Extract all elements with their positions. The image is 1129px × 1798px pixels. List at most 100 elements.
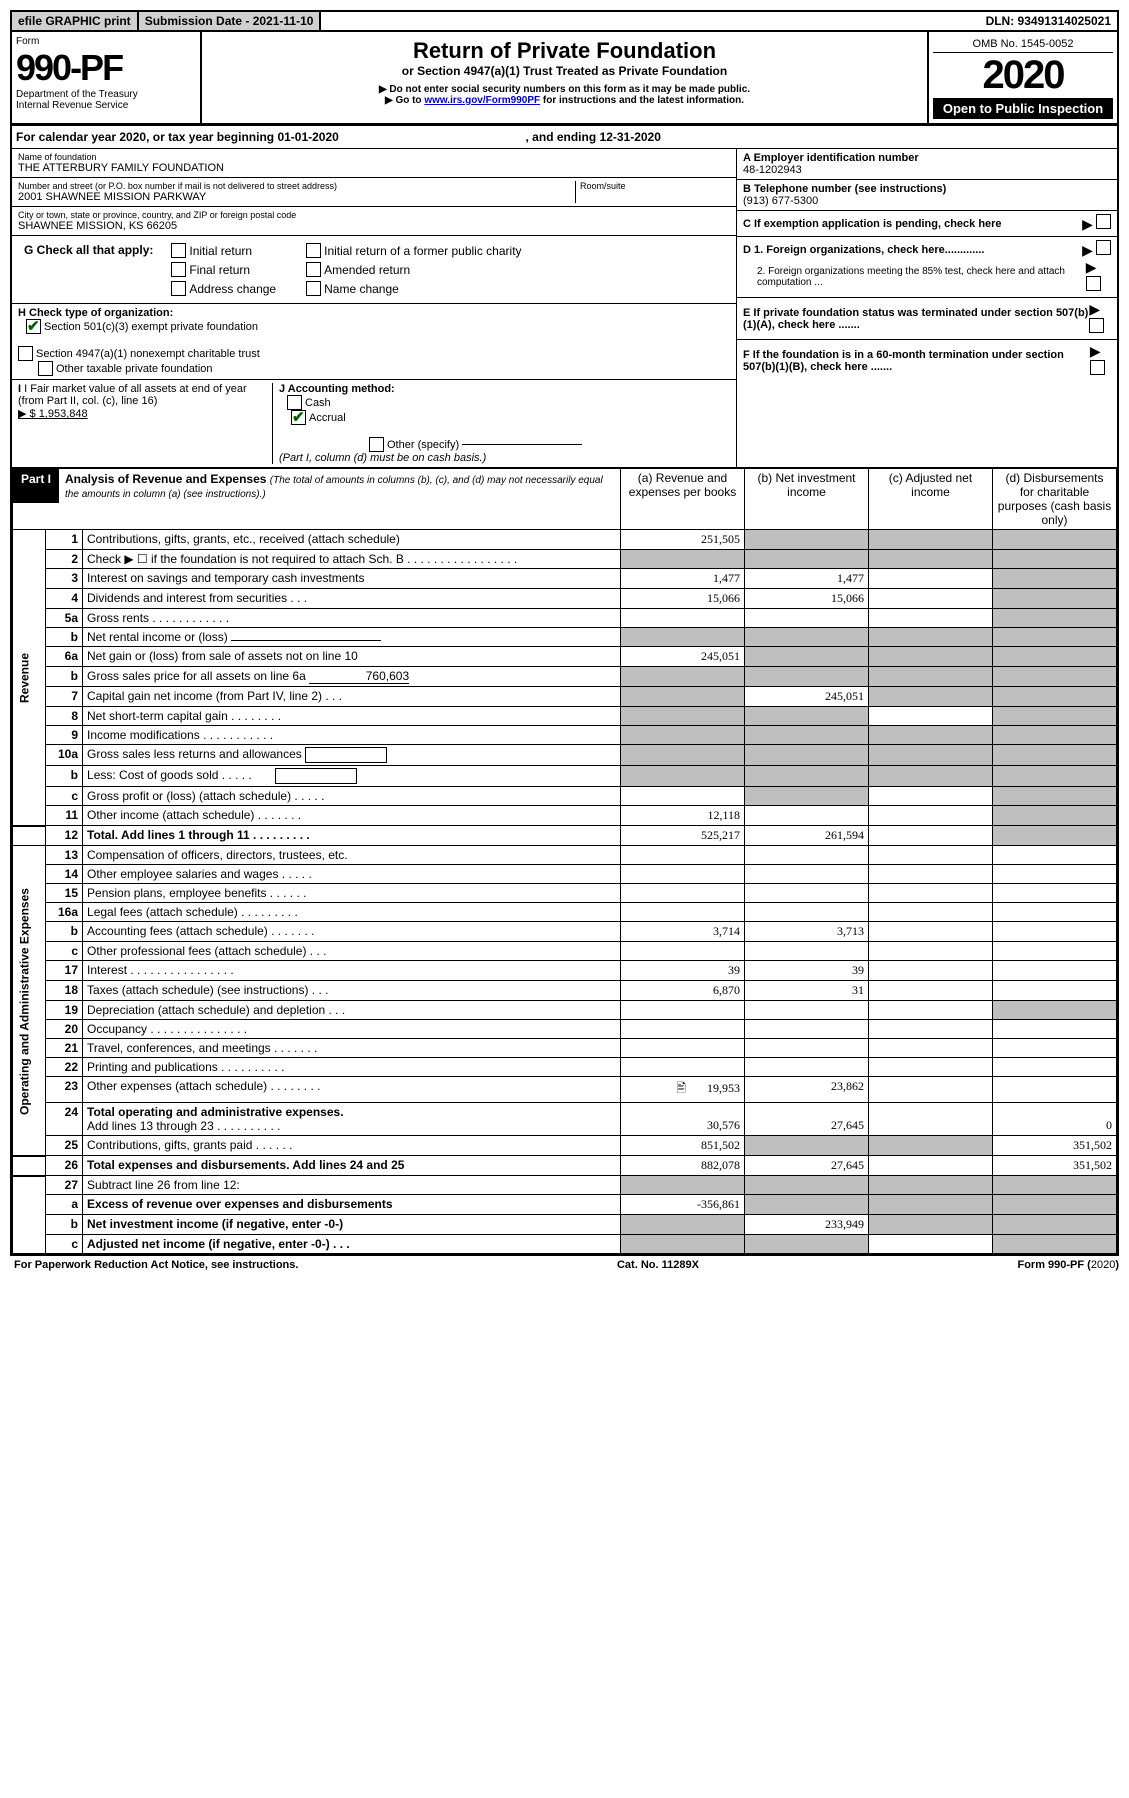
row-15: 15Pension plans, employee benefits . . .…	[13, 884, 1117, 903]
row-27: 27Subtract line 26 from line 12:	[13, 1176, 1117, 1195]
dln: DLN: 93491314025021	[980, 12, 1117, 30]
note-prefix: ▶ Go to	[385, 95, 424, 106]
check-other-method[interactable]: Other (specify)	[369, 437, 730, 452]
row-3: 3Interest on savings and temporary cash …	[13, 569, 1117, 589]
col-a-header: (a) Revenue and expenses per books	[621, 469, 745, 530]
attach-icon[interactable]: 🖹	[676, 1081, 686, 1095]
check-cash[interactable]: Cash	[287, 395, 730, 410]
room-label: Room/suite	[580, 181, 730, 191]
h-row: H Check type of organization: Section 50…	[12, 304, 736, 380]
f-cell: F If the foundation is in a 60-month ter…	[737, 340, 1117, 381]
footer-right: Form 990-PF (2020)	[1017, 1259, 1119, 1271]
check-exemption-pending[interactable]	[1096, 214, 1111, 229]
row-10b: bLess: Cost of goods sold . . . . .	[13, 766, 1117, 787]
row-16a: 16aLegal fees (attach schedule) . . . . …	[13, 903, 1117, 922]
row-8: 8Net short-term capital gain . . . . . .…	[13, 707, 1117, 726]
check-terminated[interactable]	[1089, 318, 1104, 333]
note-goto: ▶ Go to www.irs.gov/Form990PF for instru…	[208, 95, 921, 106]
row-21: 21Travel, conferences, and meetings . . …	[13, 1039, 1117, 1058]
col-d-header: (d) Disbursements for charitable purpose…	[993, 469, 1117, 530]
omb-number: OMB No. 1545-0052	[933, 36, 1113, 53]
cal-end: , and ending 12-31-2020	[526, 130, 661, 144]
check-60month[interactable]	[1090, 360, 1105, 375]
part1-label: Part I	[13, 469, 59, 503]
identity-right: A Employer identification number 48-1202…	[736, 149, 1117, 467]
d-cell: D 1. Foreign organizations, check here..…	[737, 237, 1117, 298]
dept-treasury: Department of the Treasury	[16, 89, 196, 100]
check-85pct[interactable]	[1086, 276, 1101, 291]
check-501c3[interactable]: Section 501(c)(3) exempt private foundat…	[26, 319, 730, 334]
row-6b: bGross sales price for all assets on lin…	[13, 667, 1117, 687]
row-27a: aExcess of revenue over expenses and dis…	[13, 1195, 1117, 1215]
c-cell: C If exemption application is pending, c…	[737, 211, 1117, 237]
row-27c: cAdjusted net income (if negative, enter…	[13, 1235, 1117, 1254]
note-suffix: for instructions and the latest informat…	[540, 95, 744, 106]
form-header: Form 990-PF Department of the Treasury I…	[12, 32, 1117, 126]
a-label: A Employer identification number	[743, 152, 1111, 164]
h-label: H Check type of organization:	[18, 307, 173, 319]
row-16c: cOther professional fees (attach schedul…	[13, 942, 1117, 961]
row-26: 26Total expenses and disbursements. Add …	[13, 1156, 1117, 1176]
calendar-year-row: For calendar year 2020, or tax year begi…	[12, 126, 1117, 149]
foundation-name: THE ATTERBURY FAMILY FOUNDATION	[18, 162, 730, 174]
check-accrual[interactable]: Accrual	[291, 410, 730, 425]
irs: Internal Revenue Service	[16, 100, 196, 111]
i-label: I	[18, 383, 21, 395]
check-address-change[interactable]: Address change	[171, 281, 276, 296]
6b-inline-val: 760,603	[309, 669, 409, 684]
e-cell: E If private foundation status was termi…	[737, 298, 1117, 340]
check-initial-public[interactable]: Initial return of a former public charit…	[306, 243, 521, 258]
submission-date: Submission Date - 2021-11-10	[139, 12, 322, 30]
check-other-taxable[interactable]: Other taxable private foundation	[38, 361, 730, 376]
check-foreign-org[interactable]	[1096, 240, 1111, 255]
phone: (913) 677-5300	[743, 195, 1111, 207]
j-label: J Accounting method:	[279, 383, 395, 395]
row-2: 2 Check ▶ ☐ if the foundation is not req…	[13, 550, 1117, 569]
name-cell: Name of foundation THE ATTERBURY FAMILY …	[12, 149, 736, 178]
d2-label: 2. Foreign organizations meeting the 85%…	[743, 266, 1086, 288]
tax-year: 2020	[933, 53, 1113, 98]
opadmin-side-label: Operating and Administrative Expenses	[13, 846, 46, 1156]
i-text: I Fair market value of all assets at end…	[18, 383, 247, 407]
header-left: Form 990-PF Department of the Treasury I…	[12, 32, 202, 123]
form990pf-link[interactable]: www.irs.gov/Form990PF	[424, 95, 540, 106]
row-23: 23Other expenses (attach schedule) . . .…	[13, 1077, 1117, 1103]
revenue-side-label: Revenue	[13, 530, 46, 826]
efile-label: efile GRAPHIC print	[12, 12, 139, 30]
col-b-header: (b) Net investment income	[745, 469, 869, 530]
check-name-change[interactable]: Name change	[306, 281, 521, 296]
c-label: C If exemption application is pending, c…	[743, 218, 1002, 230]
part1-title: Analysis of Revenue and Expenses	[65, 472, 266, 486]
row-22: 22Printing and publications . . . . . . …	[13, 1058, 1117, 1077]
row-10c: cGross profit or (loss) (attach schedule…	[13, 787, 1117, 806]
check-initial-return[interactable]: Initial return	[171, 243, 276, 258]
address-cell: Number and street (or P.O. box number if…	[12, 178, 736, 207]
part1-table: Part I Analysis of Revenue and Expenses …	[12, 468, 1117, 1254]
row-24: 24Total operating and administrative exp…	[13, 1103, 1117, 1136]
name-label: Name of foundation	[18, 152, 730, 162]
form-title: Return of Private Foundation	[208, 38, 921, 64]
row-12: 12Total. Add lines 1 through 11 . . . . …	[13, 826, 1117, 846]
check-4947[interactable]: Section 4947(a)(1) nonexempt charitable …	[18, 346, 730, 361]
part1-header-row: Part I Analysis of Revenue and Expenses …	[13, 469, 1117, 530]
check-final-return[interactable]: Final return	[171, 262, 276, 277]
row-5a: 5aGross rents . . . . . . . . . . . .	[13, 609, 1117, 628]
ein: 48-1202943	[743, 164, 1111, 176]
col-c-header: (c) Adjusted net income	[869, 469, 993, 530]
identity-left: Name of foundation THE ATTERBURY FAMILY …	[12, 149, 736, 467]
form-number: 990-PF	[16, 47, 196, 89]
form-990pf: efile GRAPHIC print Submission Date - 20…	[10, 10, 1119, 1256]
row-1: Revenue 1 Contributions, gifts, grants, …	[13, 530, 1117, 550]
row-27b: bNet investment income (if negative, ent…	[13, 1215, 1117, 1235]
cal-begin: For calendar year 2020, or tax year begi…	[16, 130, 339, 144]
g-label: G Check all that apply:	[24, 243, 153, 296]
city: SHAWNEE MISSION, KS 66205	[18, 220, 730, 232]
header-right: OMB No. 1545-0052 2020 Open to Public In…	[929, 32, 1117, 123]
row-6a: 6aNet gain or (loss) from sale of assets…	[13, 647, 1117, 667]
check-amended[interactable]: Amended return	[306, 262, 521, 277]
row-9: 9Income modifications . . . . . . . . . …	[13, 726, 1117, 745]
city-label: City or town, state or province, country…	[18, 210, 730, 220]
row-25: 25Contributions, gifts, grants paid . . …	[13, 1136, 1117, 1156]
e-label: E If private foundation status was termi…	[743, 307, 1089, 331]
header-center: Return of Private Foundation or Section …	[202, 32, 929, 123]
